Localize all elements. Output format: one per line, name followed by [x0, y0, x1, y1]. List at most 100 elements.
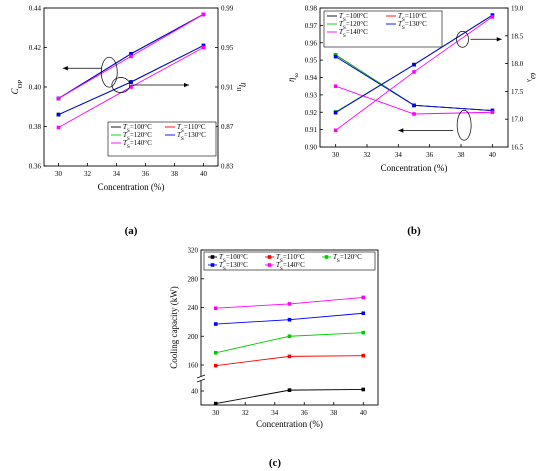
y-right-tick-label: 16.5: [511, 144, 524, 152]
x-tick-label: 38: [458, 151, 466, 159]
legend-entry: TS=140°C: [123, 139, 152, 150]
data-point: [201, 43, 206, 48]
data-point: [56, 96, 61, 101]
data-point: [213, 350, 218, 355]
data-point: [287, 302, 292, 306]
legend-entry: TS=120°C: [333, 253, 362, 264]
x-tick-label: 40: [360, 409, 368, 417]
data-point: [361, 295, 366, 300]
x-tick-label: 36: [426, 151, 434, 159]
y-left-tick-label: 0.97: [305, 22, 318, 30]
legend-entry: TS=110°C: [398, 12, 427, 23]
legend-marker: [267, 255, 272, 259]
y-left-tick-label: 0.36: [29, 163, 42, 171]
y-right-tick-label: 0.83: [221, 163, 234, 171]
legend-entry: TS=130°C: [219, 261, 248, 272]
y-right-tick-label: 18.0: [511, 60, 524, 68]
annotation-ellipse: [100, 56, 118, 88]
y-right-tick-label: 17.0: [511, 116, 524, 124]
data-point: [201, 12, 206, 17]
annotation-arrowhead: [184, 82, 189, 88]
plot-frame: [200, 249, 379, 406]
y-left-tick-label: 0.40: [29, 84, 42, 92]
data-point: [490, 110, 495, 115]
data-point: [287, 317, 292, 322]
data-point: [213, 306, 218, 311]
x-tick-label: 34: [395, 151, 403, 159]
y-right-tick-label: 17.5: [511, 88, 524, 96]
x-axis-label: Concentration (%): [256, 419, 323, 429]
data-point: [333, 54, 338, 59]
data-point: [213, 401, 218, 406]
data-point: [412, 112, 416, 116]
legend-entry: TS=130°C: [177, 131, 206, 142]
legend-entry: TS=140°C: [339, 28, 368, 39]
y-right-tick-label: 0.99: [221, 5, 234, 13]
axis-break-mark: [196, 374, 206, 379]
data-point: [129, 54, 133, 59]
y-tick-label: 240: [188, 304, 199, 312]
y-left-axis-label: COP: [10, 79, 24, 94]
legend-marker: [324, 255, 329, 259]
legend-entry: TS=100°C: [219, 253, 248, 264]
legend-marker: [210, 263, 215, 267]
x-tick-label: 30: [55, 170, 63, 178]
legend-box: [323, 10, 443, 48]
data-point: [361, 330, 366, 335]
data-point: [213, 363, 218, 368]
y-left-tick-label: 0.91: [305, 126, 318, 134]
y-tick-label: 160: [188, 362, 199, 370]
data-point: [412, 62, 416, 67]
data-point: [129, 52, 133, 56]
annotation-arrowhead: [62, 66, 68, 71]
x-tick-label: 40: [200, 170, 208, 178]
y-left-tick-label: 0.44: [29, 5, 42, 13]
y-left-axis-label: ηω: [286, 72, 300, 81]
x-tick-label: 38: [171, 170, 179, 178]
annotation-ellipse: [456, 30, 469, 48]
y-left-tick-label: 0.98: [305, 5, 318, 13]
annotation-arrowhead: [496, 37, 502, 42]
y-left-tick-label: 0.42: [29, 44, 42, 52]
data-point: [490, 15, 495, 19]
x-tick-label: 34: [271, 409, 279, 417]
panel-label: (b): [407, 225, 421, 237]
x-tick-label: 32: [364, 151, 372, 159]
y-left-tick-label: 0.95: [305, 57, 318, 65]
data-point: [412, 103, 416, 108]
x-tick-label: 40: [489, 151, 497, 159]
x-tick-label: 32: [242, 409, 250, 417]
legend-box: [107, 121, 217, 157]
data-point: [56, 125, 61, 130]
axis-break-gap: [197, 376, 205, 381]
legend-entry: TS=100°C: [123, 123, 152, 134]
panel-label: (c): [269, 457, 282, 469]
legend-marker: [267, 263, 272, 267]
x-tick-label: 32: [84, 170, 92, 178]
x-tick-label: 38: [330, 409, 338, 417]
data-point: [361, 353, 366, 358]
y-tick-label: 320: [188, 247, 199, 255]
data-point: [129, 80, 133, 84]
legend-entry: TS=120°C: [339, 20, 368, 31]
legend-entry: TS=140°C: [276, 261, 305, 272]
y-right-axis-label: ωλ: [526, 73, 540, 83]
x-axis-label: Concentration (%): [381, 163, 448, 173]
x-tick-label: 30: [332, 151, 340, 159]
y-axis-label: Cooling capacity (kW): [169, 286, 179, 368]
y-left-tick-label: 0.90: [305, 144, 318, 152]
panel-label: (a): [125, 225, 138, 237]
y-left-tick-label: 0.38: [29, 123, 42, 131]
data-point: [56, 112, 61, 117]
annotation-arrowhead: [398, 128, 404, 133]
legend-entry: TS=110°C: [177, 123, 206, 134]
y-left-tick-label: 0.93: [305, 91, 318, 99]
legend-marker: [210, 255, 215, 259]
series-line: [335, 85, 493, 115]
data-point: [361, 387, 366, 392]
data-point: [333, 110, 338, 115]
y-left-tick-label: 0.94: [305, 74, 318, 82]
y-right-tick-label: 0.95: [221, 44, 234, 52]
legend-box: [203, 251, 376, 271]
